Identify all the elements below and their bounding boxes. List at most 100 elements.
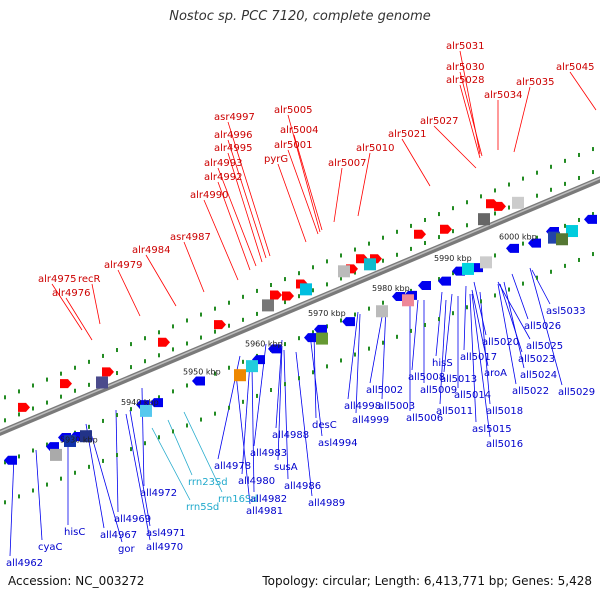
- genome-summary-text: Topology: circular; Length: 6,413,771 bp…: [262, 574, 592, 588]
- track-tick: [116, 453, 118, 458]
- top-gene-label: alr4996: [214, 130, 252, 141]
- track-tick: [18, 494, 20, 499]
- bottom-leader-line: [381, 305, 387, 400]
- track-tick: [172, 347, 174, 352]
- track-tick: [284, 342, 286, 347]
- top-leader-line: [227, 152, 263, 263]
- track-tick: [452, 206, 454, 211]
- track-tick: [172, 389, 174, 394]
- track-tick: [228, 323, 230, 328]
- bottom-leader-line: [277, 345, 283, 461]
- track-tick: [466, 305, 468, 310]
- bottom-leader-line: [439, 299, 447, 405]
- kbp-marker-label: 5970 kbp: [308, 309, 346, 318]
- top-leader-line: [217, 181, 251, 271]
- track-tick: [382, 340, 384, 345]
- reverse-gene: [46, 442, 59, 452]
- top-gene-label: alr4990: [190, 190, 228, 201]
- kbp-marker-label: 5980 kbp: [372, 284, 410, 293]
- track-tick: [88, 359, 90, 364]
- top-gene-label: alr5028: [446, 75, 484, 86]
- bottom-gene-label: susA: [274, 462, 298, 473]
- reverse-gene: [4, 455, 17, 465]
- track-tick: [438, 235, 440, 240]
- track-tick: [74, 388, 76, 393]
- forward-gene: [60, 379, 72, 389]
- track-tick: [550, 269, 552, 274]
- bottom-gene-label: all4983: [250, 448, 287, 459]
- track-tick: [32, 383, 34, 388]
- track-tick: [522, 241, 524, 246]
- top-gene-label: alr4976: [52, 288, 90, 299]
- bottom-gene-label: all5014: [454, 390, 491, 401]
- gene-box: [300, 283, 312, 296]
- track-tick: [564, 223, 566, 228]
- top-leader-line: [287, 114, 321, 233]
- track-tick: [578, 152, 580, 157]
- top-gene-label: alr5045: [556, 62, 594, 73]
- track-tick: [382, 258, 384, 263]
- track-tick: [74, 365, 76, 370]
- track-tick: [466, 200, 468, 205]
- track-tick: [88, 424, 90, 429]
- top-leader-line: [333, 167, 343, 223]
- top-gene-label: alr5035: [516, 77, 554, 88]
- bottom-gene-label: all5026: [524, 321, 561, 332]
- genome-backbone: [0, 176, 600, 437]
- top-gene-label: alr5004: [280, 125, 318, 136]
- rna-leader-line: [183, 411, 223, 493]
- track-tick: [466, 223, 468, 228]
- top-leader-line: [145, 254, 177, 307]
- top-gene-label: alr5005: [274, 105, 312, 116]
- bottom-gene-label: asl5033: [546, 306, 586, 317]
- track-tick: [494, 293, 496, 298]
- bottom-gene-label: all5020: [482, 337, 519, 348]
- track-tick: [438, 317, 440, 322]
- bottom-leader-line: [435, 291, 443, 357]
- bottom-gene-label: all4969: [114, 514, 151, 525]
- track-tick: [18, 454, 20, 459]
- track-tick: [60, 371, 62, 376]
- top-gene-label: alr5021: [388, 129, 426, 140]
- bottom-gene-label: all5023: [518, 354, 555, 365]
- bottom-gene-label: all4962: [6, 558, 43, 569]
- track-tick: [368, 306, 370, 311]
- forward-gene: [270, 290, 282, 300]
- kbp-marker-label: 5960 kbp: [245, 340, 283, 349]
- track-tick: [256, 393, 258, 398]
- kbp-marker-label: 5930 kbp: [60, 436, 98, 445]
- bottom-gene-label: all4999: [352, 415, 389, 426]
- bottom-gene-label: all4986: [284, 481, 321, 492]
- top-leader-line: [287, 149, 319, 235]
- bottom-leader-line: [503, 281, 525, 369]
- track-tick: [298, 294, 300, 299]
- bottom-leader-line: [125, 413, 151, 541]
- track-tick: [508, 205, 510, 210]
- track-tick: [270, 283, 272, 288]
- bottom-gene-label: hisS: [432, 358, 453, 369]
- bottom-leader-line: [309, 333, 323, 437]
- gene-box: [246, 360, 258, 373]
- bottom-leader-line: [511, 273, 529, 320]
- bottom-gene-label: all5017: [460, 352, 497, 363]
- gene-box: [364, 258, 376, 271]
- forward-gene: [158, 337, 170, 347]
- track-tick: [172, 429, 174, 434]
- bottom-leader-line: [463, 285, 467, 351]
- top-leader-line: [227, 121, 271, 257]
- track-tick: [102, 353, 104, 358]
- track-tick: [74, 470, 76, 475]
- bottom-gene-label: desC: [312, 420, 337, 431]
- track-tick: [4, 395, 6, 400]
- gene-box: [556, 233, 568, 246]
- bottom-leader-line: [479, 291, 491, 405]
- genome-title: Nostoc sp. PCC 7120, complete genome: [169, 9, 431, 24]
- track-tick: [340, 276, 342, 281]
- track-tick: [592, 252, 594, 257]
- track-tick: [130, 407, 132, 412]
- track-tick: [410, 246, 412, 251]
- track-tick: [130, 447, 132, 452]
- bottom-gene-label: all4980: [238, 476, 275, 487]
- track-tick: [592, 170, 594, 175]
- track-tick: [494, 188, 496, 193]
